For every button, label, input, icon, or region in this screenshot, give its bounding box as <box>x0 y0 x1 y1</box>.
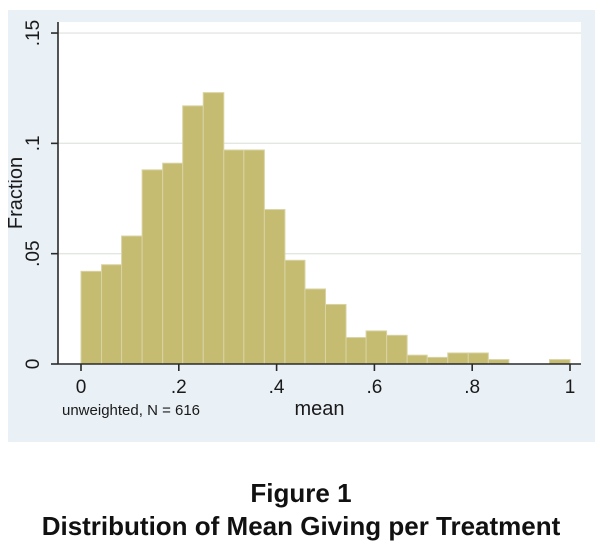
x-tick-label: .6 <box>366 377 382 398</box>
histogram-bar <box>162 162 184 365</box>
histogram-bar <box>202 92 225 365</box>
histogram-chart: 0 .05 .1 .15 0 .2 .4 .6 .8 1 mean Fraction unweighte… <box>5 10 595 442</box>
histogram-bar <box>345 337 367 365</box>
x-tick-label: .2 <box>171 377 187 398</box>
histogram-bar <box>223 149 245 365</box>
histogram-bar <box>406 354 428 365</box>
histogram-bar <box>182 105 204 365</box>
histogram-bar <box>365 330 388 365</box>
histogram-bar <box>386 334 408 365</box>
y-tick-label: 0 <box>23 359 44 370</box>
histogram-bar <box>467 352 489 365</box>
y-tick-label: .15 <box>23 20 44 46</box>
histogram-bar <box>101 264 123 365</box>
histogram-bar <box>121 235 143 365</box>
histogram-bar <box>284 259 306 365</box>
y-axis-title: Fraction <box>8 157 27 229</box>
y-tick-label: .05 <box>23 240 44 266</box>
x-tick-label: 0 <box>76 377 87 398</box>
histogram-bar <box>263 209 286 365</box>
x-tick-label: .8 <box>464 377 480 398</box>
histogram-bar <box>80 270 103 365</box>
figure-caption: Figure 1 Distribution of Mean Giving per… <box>0 478 602 545</box>
figure-caption-title: Figure 1 <box>250 478 352 508</box>
histogram-bar <box>141 169 164 365</box>
histogram-bar <box>426 356 449 365</box>
x-tick-label: 1 <box>565 377 576 398</box>
chart-note: unweighted, N = 616 <box>62 402 200 419</box>
x-tick-label: .4 <box>269 377 285 398</box>
histogram-bar <box>304 288 327 365</box>
histogram-bar <box>325 303 347 365</box>
x-axis-title: mean <box>294 398 344 420</box>
histogram-bar <box>447 352 469 365</box>
histogram-bar <box>243 149 265 365</box>
y-tick-label: .1 <box>23 135 44 151</box>
figure-caption-subtitle: Distribution of Mean Giving per Treatmen… <box>41 511 561 541</box>
stata-graph-region: 0 .05 .1 .15 0 .2 .4 .6 .8 1 mean Fraction unweighte… <box>5 10 595 442</box>
